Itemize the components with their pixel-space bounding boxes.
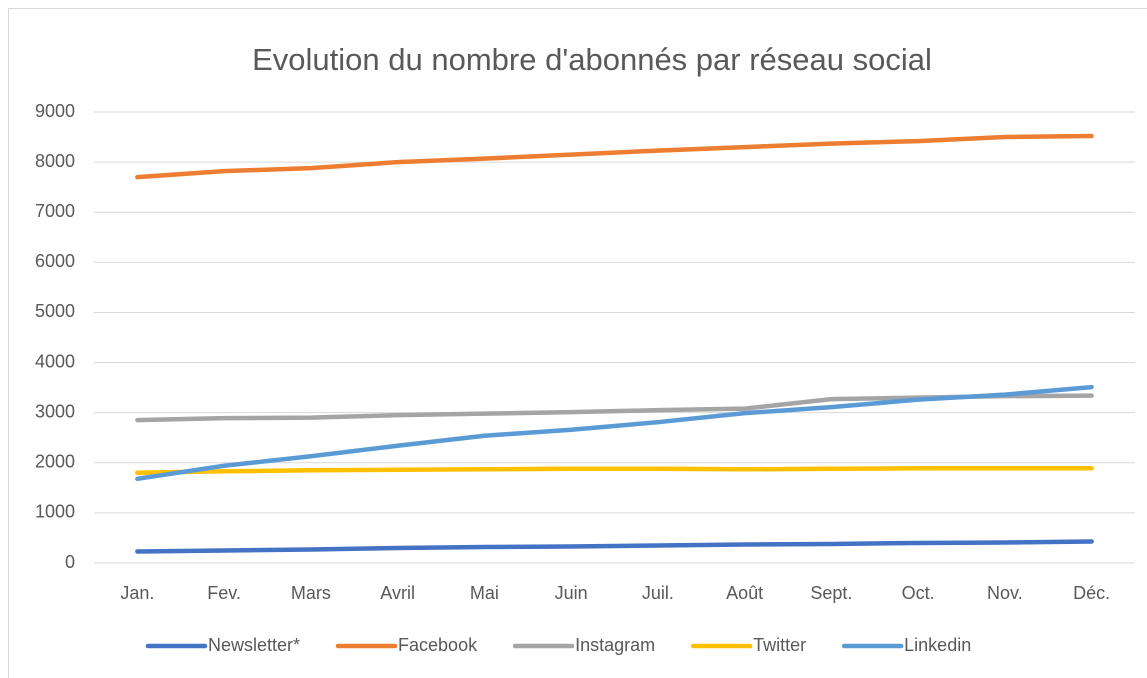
y-tick-label: 5000 bbox=[35, 301, 75, 321]
legend-label: Facebook bbox=[398, 635, 478, 655]
x-tick-label: Avril bbox=[380, 583, 415, 603]
legend-label: Instagram bbox=[575, 635, 655, 655]
y-tick-label: 7000 bbox=[35, 201, 75, 221]
x-tick-label: Mars bbox=[291, 583, 331, 603]
x-tick-label: Déc. bbox=[1073, 583, 1110, 603]
y-tick-label: 8000 bbox=[35, 151, 75, 171]
legend-label: Newsletter* bbox=[208, 635, 300, 655]
x-tick-label: Août bbox=[726, 583, 763, 603]
y-tick-label: 1000 bbox=[35, 502, 75, 522]
x-tick-label: Jan. bbox=[120, 583, 154, 603]
y-tick-label: 9000 bbox=[35, 101, 75, 121]
x-tick-label: Sept. bbox=[810, 583, 852, 603]
x-tick-label: Fev. bbox=[207, 583, 241, 603]
x-tick-label: Mai bbox=[470, 583, 499, 603]
legend-label: Linkedin bbox=[904, 635, 971, 655]
series-line bbox=[135, 539, 1094, 554]
series-line bbox=[135, 133, 1094, 180]
y-tick-label: 3000 bbox=[35, 401, 75, 421]
x-tick-label: Nov. bbox=[987, 583, 1023, 603]
y-tick-label: 6000 bbox=[35, 251, 75, 271]
x-tick-label: Oct. bbox=[902, 583, 935, 603]
series-line bbox=[135, 466, 1094, 476]
legend-label: Twitter bbox=[753, 635, 806, 655]
x-tick-label: Juil. bbox=[642, 583, 674, 603]
series-line bbox=[135, 384, 1094, 482]
y-tick-label: 0 bbox=[65, 552, 75, 572]
chart-title: Evolution du nombre d'abonnés par réseau… bbox=[252, 42, 932, 77]
chart-border bbox=[8, 8, 1147, 678]
y-tick-label: 2000 bbox=[35, 452, 75, 472]
y-tick-label: 4000 bbox=[35, 351, 75, 371]
x-tick-label: Juin bbox=[555, 583, 588, 603]
